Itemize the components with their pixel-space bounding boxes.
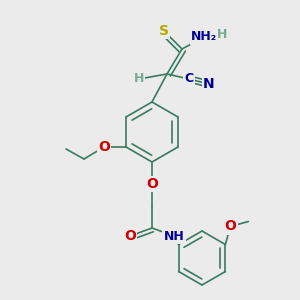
Text: S: S xyxy=(159,24,169,38)
Text: O: O xyxy=(124,229,136,243)
Text: H: H xyxy=(134,73,144,85)
Text: C: C xyxy=(184,73,194,85)
Text: H: H xyxy=(217,28,227,41)
Text: O: O xyxy=(98,140,110,154)
Text: O: O xyxy=(146,177,158,191)
Text: NH₂: NH₂ xyxy=(191,31,217,44)
Text: N: N xyxy=(203,77,215,91)
Text: O: O xyxy=(224,220,236,233)
Text: NH: NH xyxy=(164,230,184,242)
